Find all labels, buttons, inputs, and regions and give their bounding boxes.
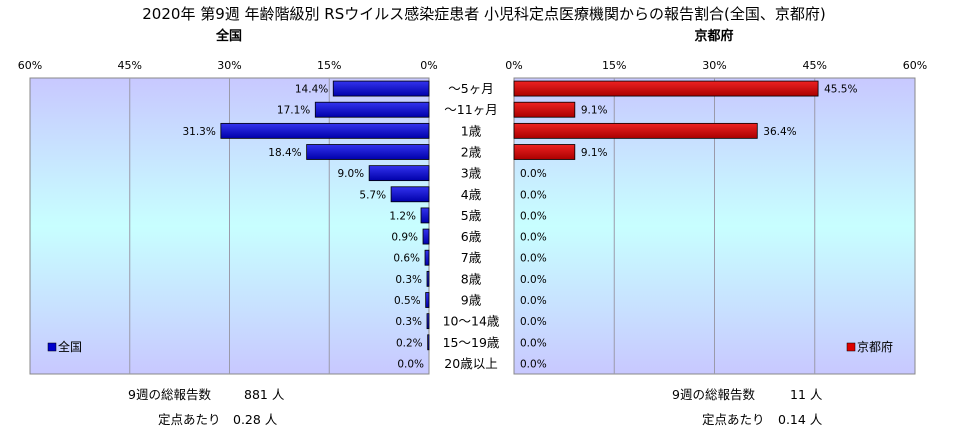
- category-label: ～11ヶ月: [444, 102, 497, 117]
- national-legend-swatch: [47, 342, 57, 352]
- national-total-label: 9週の総報告数: [128, 387, 211, 402]
- kyoto-tick-label: 15%: [602, 59, 626, 72]
- national-data-label: 0.2%: [396, 337, 423, 349]
- national-bar: [424, 249, 430, 266]
- kyoto-data-label: 0.0%: [520, 337, 547, 349]
- national-bar: [426, 313, 430, 330]
- national-legend-label: 全国: [58, 339, 82, 354]
- category-label: 4歳: [461, 187, 482, 202]
- national-bar: [332, 80, 430, 97]
- kyoto-legend: 京都府: [846, 339, 893, 354]
- kyoto-bar: [513, 101, 576, 118]
- category-label: ～5ヶ月: [448, 81, 493, 96]
- category-label: 3歳: [461, 166, 482, 181]
- national-total-value: 881 人: [244, 387, 285, 402]
- kyoto-data-label: 0.0%: [520, 210, 547, 222]
- kyoto-total-label: 9週の総報告数: [672, 387, 755, 402]
- national-data-label: 1.2%: [389, 210, 416, 222]
- chart-title: 2020年 第9週 年齢階級別 RSウイルス感染症患者 小児科定点医療機関からの…: [142, 5, 825, 23]
- kyoto-data-label: 45.5%: [824, 84, 857, 96]
- kyoto-bar: [513, 144, 576, 160]
- national-data-label: 31.3%: [182, 126, 215, 138]
- kyoto-data-label: 0.0%: [520, 232, 547, 244]
- national-bar: [426, 270, 430, 287]
- national-tick-label: 45%: [118, 59, 142, 72]
- kyoto-tick-label: 60%: [903, 59, 927, 72]
- national-tick-label: 0%: [420, 59, 437, 72]
- kyoto-data-label: 0.0%: [520, 295, 547, 307]
- national-data-label: 18.4%: [268, 147, 301, 159]
- kyoto-data-label: 0.0%: [520, 358, 547, 370]
- category-label: 15～19歳: [443, 335, 500, 350]
- kyoto-bar: [513, 122, 758, 139]
- bars: 14.4% 45.5% 17.1% 9.1% 31.3% 36.4% 18.4% 9.1% 9.…: [182, 80, 857, 370]
- category-label: 7歳: [461, 250, 482, 265]
- national-bar: [314, 101, 430, 118]
- kyoto-panel-title: 京都府: [694, 28, 733, 44]
- national-legend: 全国: [47, 339, 82, 354]
- national-data-label: 5.7%: [359, 189, 386, 201]
- national-panel-title: 全国: [215, 28, 242, 44]
- category-label: 8歳: [461, 271, 482, 286]
- national-data-label: 0.3%: [395, 274, 422, 286]
- kyoto-data-label: 0.0%: [520, 274, 547, 286]
- tick-labels: 0% 0% 15% 15% 30% 30% 45% 45% 60% 60%: [18, 59, 927, 72]
- national-bar: [220, 122, 430, 139]
- kyoto-legend-label: 京都府: [857, 339, 893, 354]
- kyoto-data-label: 36.4%: [763, 126, 796, 138]
- category-label: 2歳: [461, 145, 482, 160]
- national-tick-label: 30%: [217, 59, 241, 72]
- national-bar: [425, 292, 430, 308]
- national-bar: [390, 186, 430, 203]
- kyoto-data-label: 0.0%: [520, 189, 547, 201]
- kyoto-data-label: 0.0%: [520, 168, 547, 180]
- category-label: 6歳: [461, 229, 482, 244]
- national-data-label: 14.4%: [295, 84, 328, 96]
- kyoto-tick-label: 30%: [702, 59, 726, 72]
- kyoto-per-site-label: 定点あたり: [702, 412, 765, 427]
- kyoto-data-label: 9.1%: [581, 105, 608, 117]
- national-data-label: 0.9%: [391, 232, 418, 244]
- national-bar: [422, 228, 430, 245]
- kyoto-bar: [513, 80, 819, 97]
- national-tick-label: 60%: [18, 59, 42, 72]
- national-tick-label: 15%: [317, 59, 341, 72]
- category-labels: ～5ヶ月 ～11ヶ月 1歳 2歳 3歳 4歳 5歳 6歳 7歳 8歳 9歳 10～14歳 15～19歳 2…: [443, 81, 500, 371]
- kyoto-tick-label: 0%: [505, 59, 522, 72]
- national-bar: [420, 207, 430, 224]
- kyoto-tick-label: 45%: [803, 59, 827, 72]
- national-data-label: 0.6%: [393, 253, 420, 265]
- national-data-label: 9.0%: [337, 168, 364, 180]
- national-data-label: 0.3%: [395, 316, 422, 328]
- national-per-site-value: 0.28 人: [233, 412, 278, 427]
- kyoto-data-label: 0.0%: [520, 316, 547, 328]
- kyoto-data-label: 9.1%: [581, 147, 608, 159]
- category-label: 10～14歳: [443, 314, 500, 329]
- category-label: 20歳以上: [444, 356, 497, 371]
- national-data-label: 17.1%: [277, 105, 310, 117]
- national-data-label: 0.5%: [394, 295, 421, 307]
- kyoto-data-label: 0.0%: [520, 253, 547, 265]
- national-bar: [368, 165, 430, 182]
- category-label: 9歳: [461, 293, 482, 308]
- category-label: 5歳: [461, 208, 482, 223]
- kyoto-legend-swatch: [846, 342, 856, 352]
- national-data-label: 0.0%: [397, 358, 424, 370]
- kyoto-total-value: 11 人: [790, 387, 823, 402]
- national-bar: [306, 144, 430, 160]
- national-bar: [427, 334, 430, 351]
- national-per-site-label: 定点あたり: [158, 412, 221, 427]
- category-label: 1歳: [461, 123, 482, 138]
- kyoto-per-site-value: 0.14 人: [778, 412, 823, 427]
